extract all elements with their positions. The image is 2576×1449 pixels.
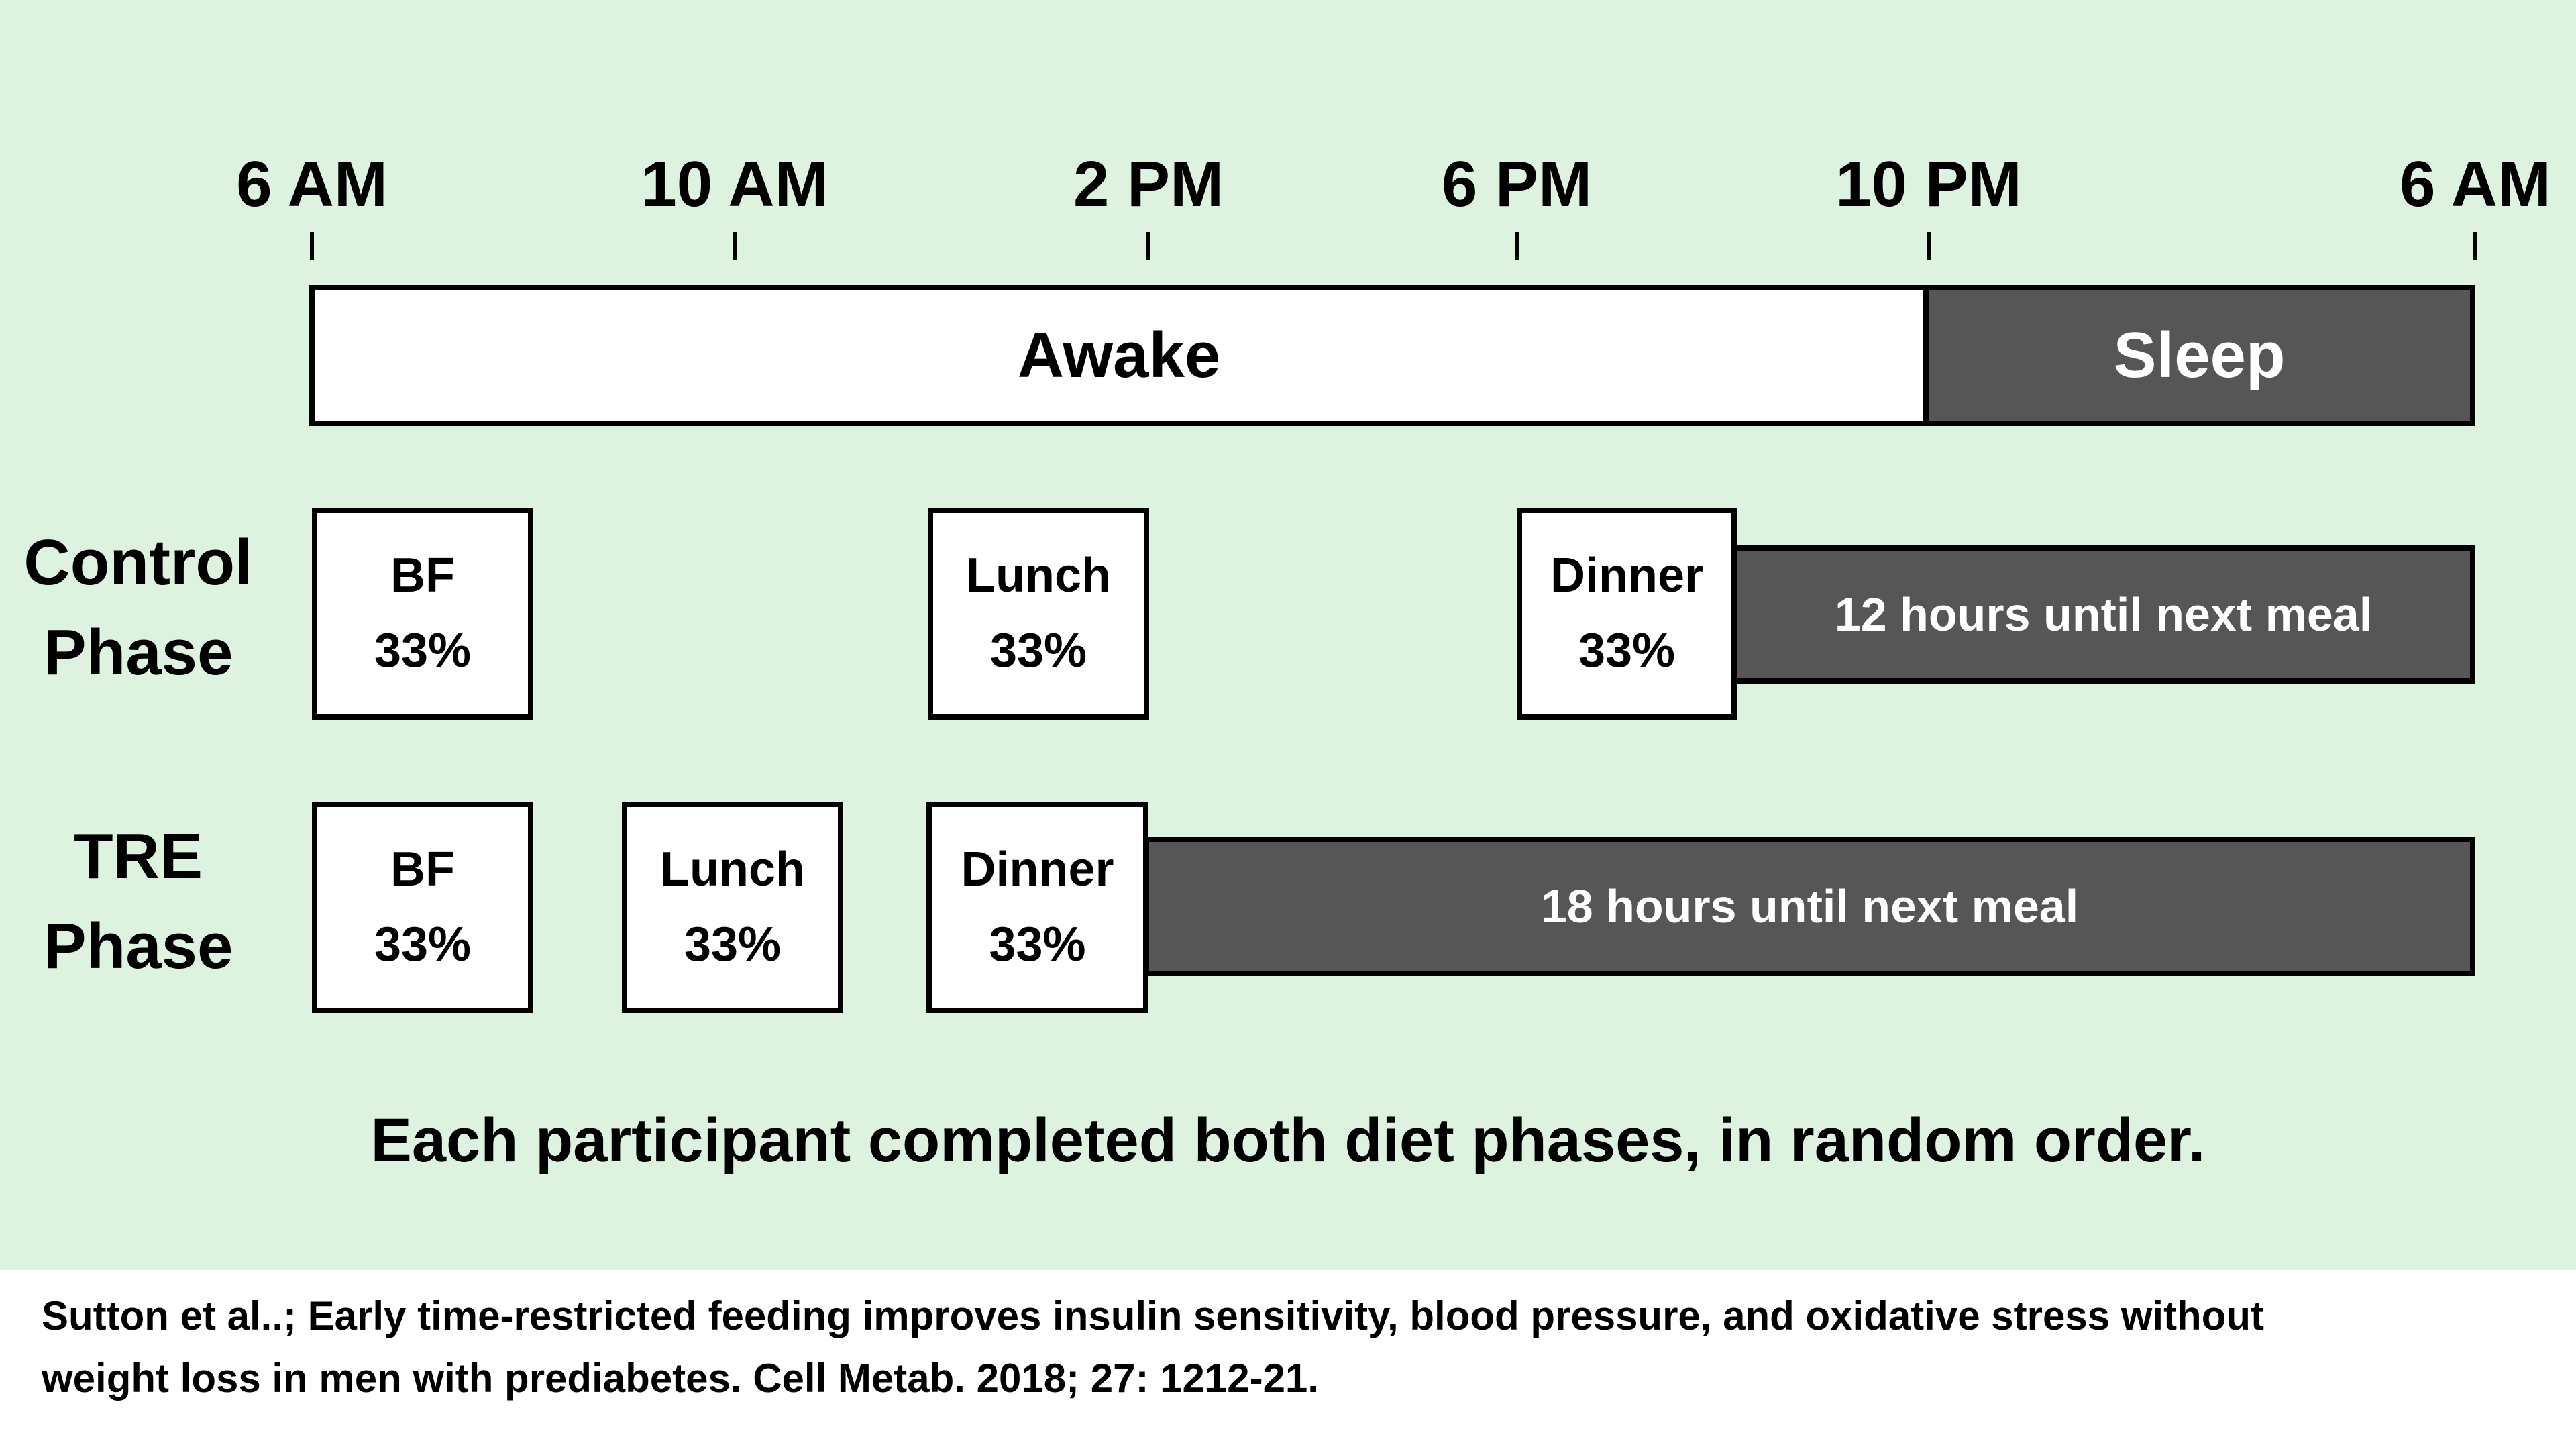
tre-lunch-box: Lunch 33% — [622, 802, 843, 1013]
sleep-segment: Sleep — [1923, 285, 2475, 426]
awake-sleep-bar: Awake Sleep — [309, 285, 2475, 426]
control-lunch-box: Lunch 33% — [928, 508, 1149, 720]
control-fasting-bar: 12 hours until next meal — [1731, 545, 2475, 684]
sleep-label: Sleep — [2113, 319, 2286, 391]
citation-line1: Sutton et al..; Early time-restricted fe… — [42, 1293, 2264, 1338]
control-phase-label-line1: Control — [23, 527, 253, 598]
control-dinner-name: Dinner — [1550, 549, 1704, 603]
tick-mark-6pm — [1515, 232, 1519, 260]
control-breakfast-percent: 33% — [374, 624, 472, 678]
tick-mark-10am — [733, 232, 737, 260]
time-label-6pm: 6 PM — [1441, 148, 1593, 220]
time-label-6am-left: 6 AM — [236, 148, 388, 220]
tre-lunch-name: Lunch — [660, 842, 805, 896]
tre-lunch-percent: 33% — [684, 917, 782, 971]
tre-fasting-label: 18 hours until next meal — [1540, 880, 2079, 932]
control-lunch-name: Lunch — [966, 549, 1111, 603]
control-breakfast-name: BF — [390, 549, 455, 603]
control-phase-label: Control Phase — [0, 518, 276, 698]
tre-dinner-box: Dinner 33% — [926, 802, 1148, 1013]
tre-breakfast-percent: 33% — [374, 917, 472, 971]
tre-dinner-percent: 33% — [989, 917, 1086, 971]
caption: Each participant completed both diet pha… — [370, 1106, 2206, 1175]
citation-footer: Sutton et al..; Early time-restricted fe… — [0, 1270, 2576, 1449]
control-dinner-box: Dinner 33% — [1517, 508, 1737, 720]
tre-phase-label-line1: TRE — [74, 820, 203, 892]
tre-breakfast-box: BF 33% — [312, 802, 533, 1013]
citation-line2: weight loss in men with prediabetes. Cel… — [42, 1356, 1319, 1401]
tre-breakfast-name: BF — [390, 842, 455, 896]
awake-segment: Awake — [309, 285, 1929, 426]
control-phase-label-line2: Phase — [43, 616, 233, 689]
time-label-10pm: 10 PM — [1835, 148, 2022, 220]
time-label-2pm: 2 PM — [1073, 148, 1224, 220]
control-breakfast-box: BF 33% — [312, 508, 533, 720]
time-label-10am: 10 AM — [641, 148, 828, 220]
tick-mark-2pm — [1146, 232, 1150, 260]
control-dinner-percent: 33% — [1578, 624, 1676, 678]
tick-mark-6am-left — [310, 232, 314, 260]
tre-phase-label: TRE Phase — [0, 812, 276, 992]
control-fasting-label: 12 hours until next meal — [1834, 588, 2373, 641]
awake-label: Awake — [1017, 319, 1221, 391]
citation-text: Sutton et al..; Early time-restricted fe… — [42, 1285, 2264, 1409]
tre-phase-label-line2: Phase — [43, 910, 233, 983]
tre-fasting-bar: 18 hours until next meal — [1144, 837, 2475, 976]
tick-mark-6am-right — [2473, 232, 2477, 260]
tick-mark-10pm — [1927, 232, 1931, 260]
tre-dinner-name: Dinner — [961, 842, 1114, 896]
time-label-6am-right: 6 AM — [2400, 148, 2551, 220]
control-lunch-percent: 33% — [989, 624, 1087, 678]
